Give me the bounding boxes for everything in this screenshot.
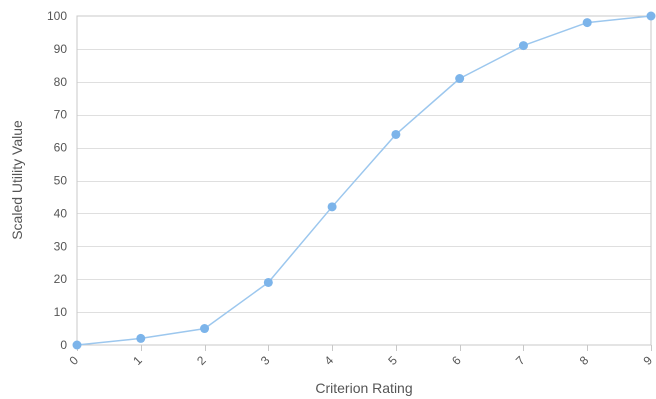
y-tick-label: 90 (54, 42, 68, 56)
y-tick-label: 70 (54, 108, 68, 122)
y-tick-label: 10 (54, 305, 68, 319)
y-axis-ticks: 0 10 20 30 40 50 60 70 80 90 100 (47, 9, 67, 352)
data-point[interactable] (136, 333, 146, 343)
plot-area-frame (76, 15, 652, 346)
x-tick-label: 1 (130, 353, 145, 368)
data-point[interactable] (327, 202, 337, 212)
data-point[interactable] (72, 340, 82, 350)
x-tick-label: 6 (449, 353, 464, 368)
data-point[interactable] (200, 324, 210, 334)
y-tick-label: 80 (54, 75, 68, 89)
x-tick-label: 0 (66, 353, 81, 368)
x-tick-label: 9 (640, 353, 655, 368)
grid-lines (77, 49, 651, 313)
x-tick-label: 2 (194, 353, 209, 368)
x-tick-label: 8 (577, 353, 592, 368)
x-tick-label: 5 (385, 353, 400, 368)
y-tick-label: 20 (54, 272, 68, 286)
x-axis-title: Criterion Rating (315, 380, 412, 396)
y-tick-label: 0 (60, 338, 67, 352)
x-axis-ticks: 0 1 2 3 4 5 6 7 8 9 (66, 345, 655, 368)
y-tick-label: 60 (54, 141, 68, 155)
y-axis-title: Scaled Utility Value (9, 120, 25, 240)
x-tick-label: 7 (513, 353, 528, 368)
y-tick-label: 50 (54, 174, 68, 188)
data-point[interactable] (582, 18, 592, 28)
data-series (72, 11, 656, 350)
x-tick-label: 3 (258, 353, 273, 368)
data-point[interactable] (263, 277, 273, 287)
y-tick-label: 40 (54, 206, 68, 220)
data-point[interactable] (518, 41, 528, 51)
y-tick-label: 30 (54, 239, 68, 253)
data-point[interactable] (646, 11, 656, 21)
data-point[interactable] (455, 74, 465, 84)
series-line (76, 15, 652, 346)
data-point[interactable] (391, 129, 401, 139)
x-tick-label: 4 (322, 353, 337, 368)
y-tick-label: 100 (47, 9, 67, 23)
